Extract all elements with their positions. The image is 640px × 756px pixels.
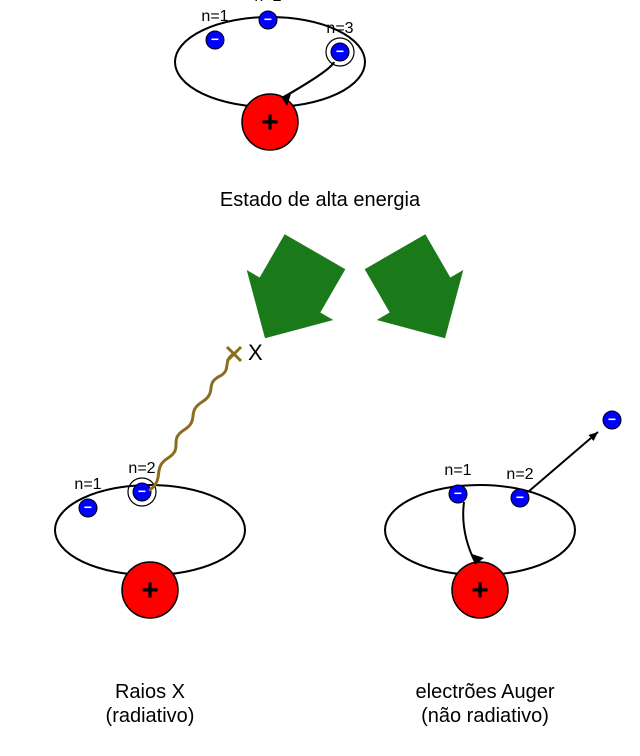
electron-minus: −: [264, 11, 272, 27]
atom-bottom-left: + − n=1 − n=2: [55, 460, 245, 618]
electron-minus: −: [454, 485, 462, 501]
big-arrow-right: [352, 227, 489, 364]
auger-arrow-line: [528, 432, 598, 492]
electron-label: n=2: [128, 460, 155, 477]
electron-label: n=1: [444, 462, 471, 479]
atom-bottom-right: + − n=1 − n=2: [385, 462, 575, 618]
electron-minus: −: [336, 43, 344, 59]
ejected-electron-minus: −: [608, 411, 616, 427]
electron-minus: −: [84, 499, 92, 515]
arrow-shape: [352, 227, 489, 364]
electron-label: n=1: [74, 476, 101, 493]
label-xray: Raios X (radiativo): [0, 680, 300, 728]
label-top: Estado de alta energia: [0, 188, 640, 212]
electron-label: n=2: [254, 0, 281, 5]
nucleus-plus: +: [471, 574, 489, 607]
nucleus-plus: +: [141, 574, 159, 607]
electron-minus: −: [138, 483, 146, 499]
decay-arrow-line: [282, 62, 334, 98]
atom-top: + − n=1 − n=2 − n=3: [175, 0, 365, 150]
xray-wave: [150, 354, 234, 490]
arrow-shape: [222, 227, 359, 364]
xray-x-label: X: [248, 340, 263, 365]
electron-minus: −: [211, 31, 219, 47]
electron-label: n=3: [326, 20, 353, 37]
atom-diagram: + − n=1 − n=2 − n=3 + − n=1 − n=2 X + − n=1 − n=2 −: [0, 0, 640, 756]
label-auger: electrões Auger (não radiativo): [330, 680, 640, 728]
electron-minus: −: [516, 489, 524, 505]
big-arrow-left: [222, 227, 359, 364]
electron-label: n=2: [506, 466, 533, 483]
nucleus-plus: +: [261, 106, 279, 139]
electron-label: n=1: [201, 8, 228, 25]
